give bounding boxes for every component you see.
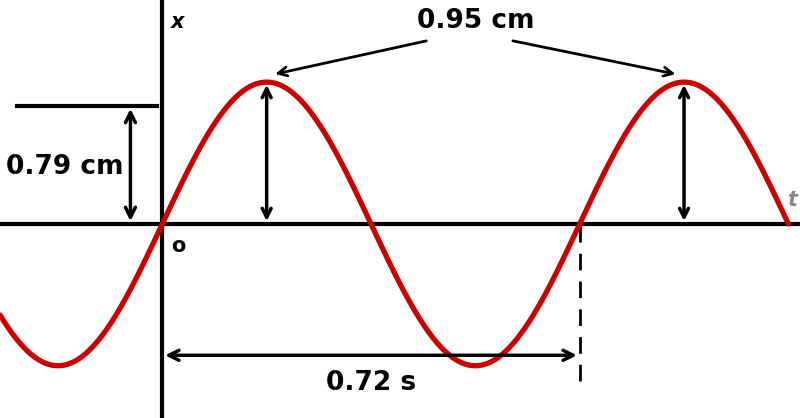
Text: x: x bbox=[171, 12, 185, 32]
Text: 0.79 cm: 0.79 cm bbox=[6, 154, 123, 180]
Text: 0.72 s: 0.72 s bbox=[326, 370, 416, 396]
Text: t: t bbox=[787, 191, 797, 211]
Text: o: o bbox=[171, 236, 186, 256]
Text: 0.95 cm: 0.95 cm bbox=[417, 8, 534, 34]
